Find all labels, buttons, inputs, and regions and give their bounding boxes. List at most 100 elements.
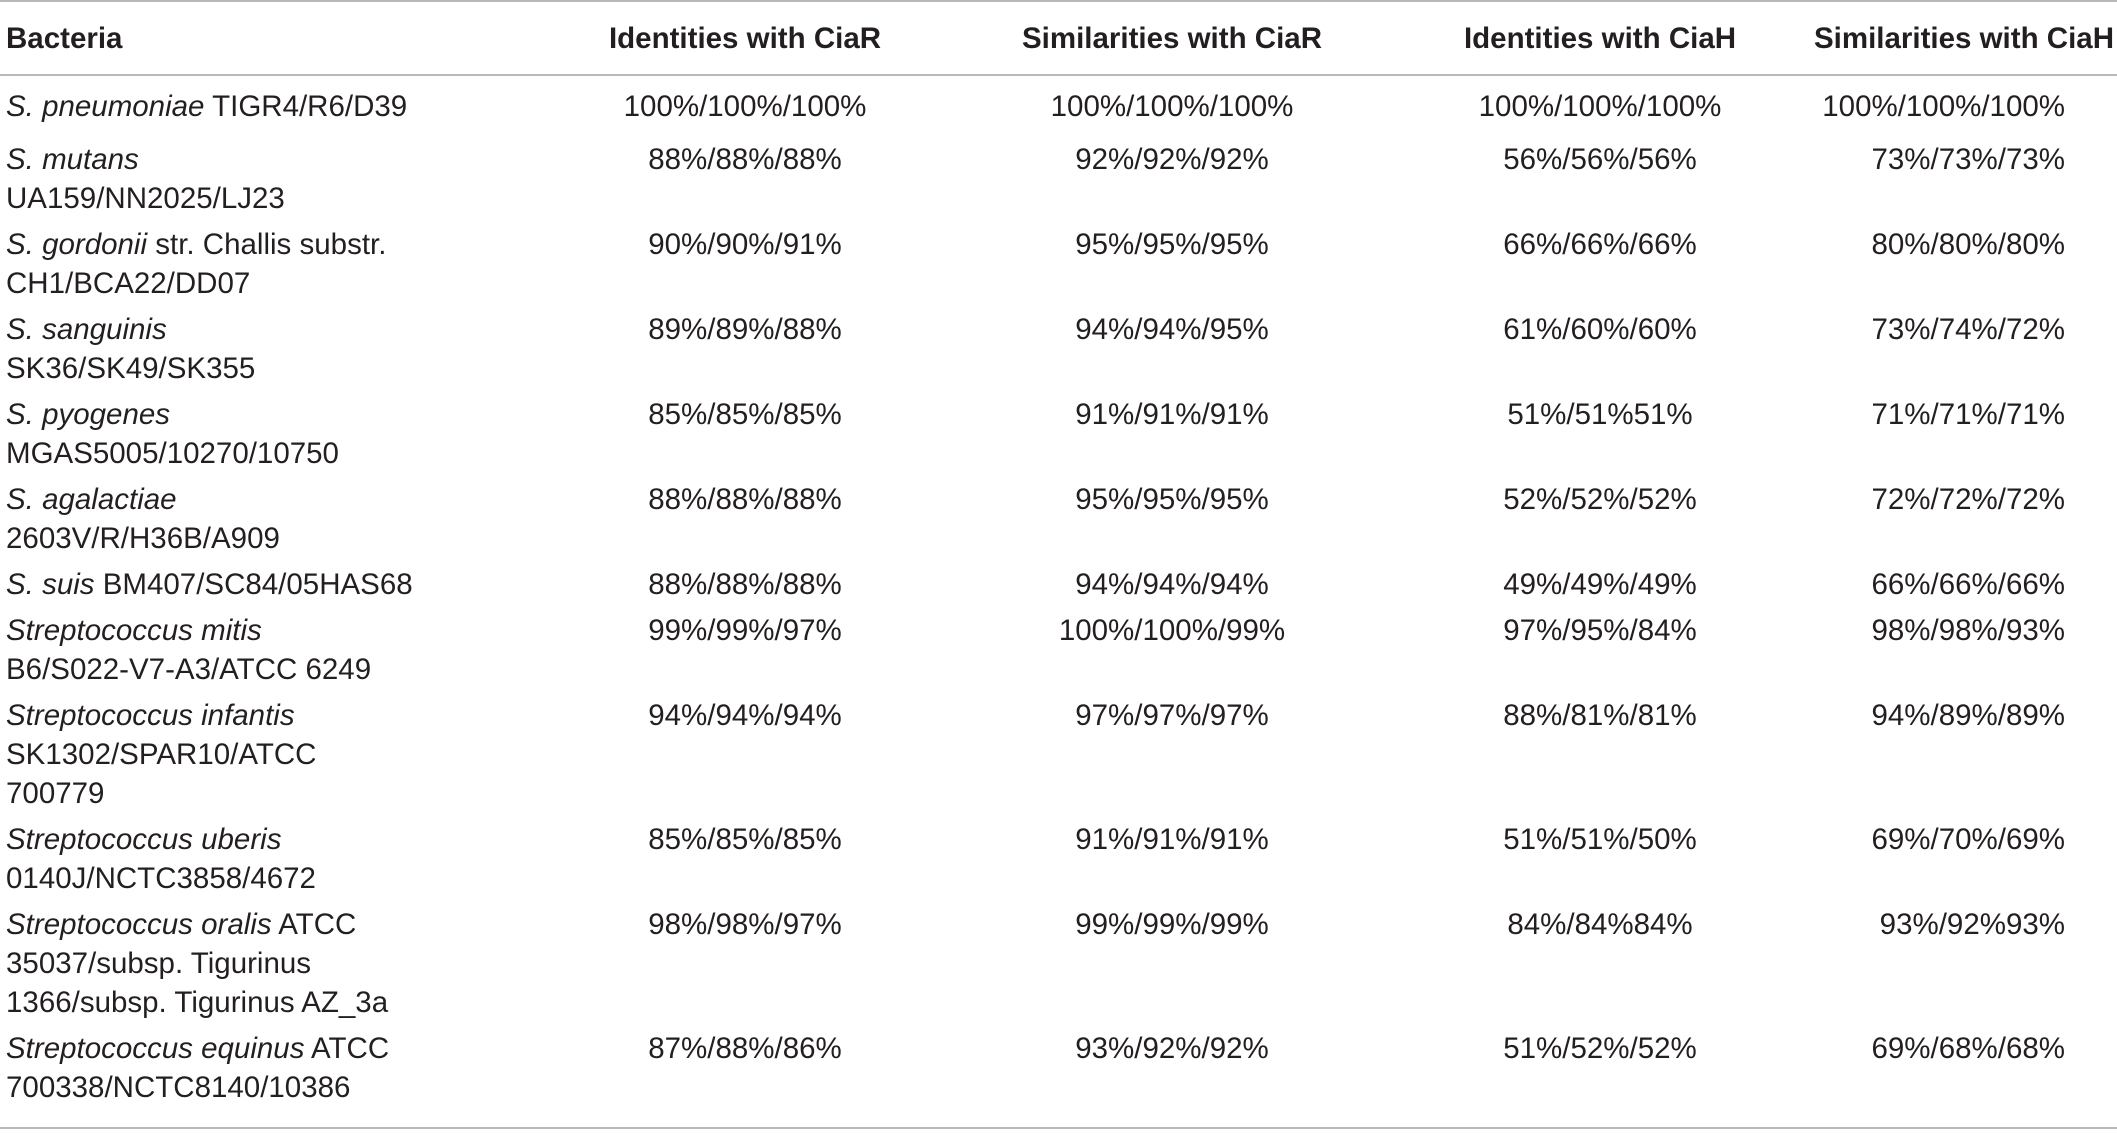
header-similarities-ciar: Similarities with CiaR xyxy=(1022,21,1322,55)
table-row: Streptococcus uberis 0140J/NCTC3858/4672 8… xyxy=(0,816,2117,901)
species-name: S. pneumoniae xyxy=(6,90,205,123)
identities-ciah-cell: 84%/84%84% xyxy=(1507,908,1693,941)
similarities-ciar-cell: 99%/99%/99% xyxy=(1075,908,1269,941)
identities-ciar-cell: 90%/90%/91% xyxy=(648,228,842,261)
bacteria-cell: S. gordonii str. Challis substr. CH1/BCA2… xyxy=(0,221,532,306)
strain-text: 1366/subsp. Tigurinus AZ_3a xyxy=(6,986,389,1019)
strain-text: UA159/NN2025/LJ23 xyxy=(6,182,285,215)
bacteria-cell: S. sanguinis SK36/SK49/SK355 xyxy=(0,306,532,391)
bacteria-cell: Streptococcus equinus ATCC 700338/NCTC814… xyxy=(0,1025,532,1128)
similarities-ciah-cell: 94%/89%/89% xyxy=(1871,699,2065,732)
strain-text: 700779 xyxy=(6,777,105,810)
species-name: Streptococcus equinus xyxy=(6,1032,305,1065)
similarities-ciah-cell: 66%/66%/66% xyxy=(1871,568,2065,601)
similarities-ciar-cell: 94%/94%/94% xyxy=(1075,568,1269,601)
identities-ciar-cell: 98%/98%/97% xyxy=(648,908,842,941)
identities-ciah-cell: 100%/100%/100% xyxy=(1478,90,1722,123)
table-body: S. pneumoniae TIGR4/R6/D39 100%/100%/100%… xyxy=(0,75,2117,1128)
identities-ciar-cell: 99%/99%/97% xyxy=(648,614,842,647)
strain-text: SK1302/SPAR10/ATCC xyxy=(6,738,317,771)
bacteria-cell: S. mutans UA159/NN2025/LJ23 xyxy=(0,136,532,221)
bacteria-cell: S. agalactiae 2603V/R/H36B/A909 xyxy=(0,476,532,561)
identities-ciah-cell: 66%/66%/66% xyxy=(1503,228,1697,261)
similarities-ciah-cell: 98%/98%/93% xyxy=(1871,614,2065,647)
similarities-ciar-cell: 97%/97%/97% xyxy=(1075,699,1269,732)
similarities-ciah-cell: 73%/74%/72% xyxy=(1871,313,2065,346)
identities-ciar-cell: 85%/85%/85% xyxy=(648,398,842,431)
strain-text: ATCC xyxy=(304,1032,390,1065)
table-row: S. gordonii str. Challis substr. CH1/BCA2… xyxy=(0,221,2117,306)
similarities-ciar-cell: 95%/95%/95% xyxy=(1075,483,1269,516)
strain-text: 2603V/R/H36B/A909 xyxy=(6,522,280,555)
strain-text: str. Challis substr. xyxy=(147,228,387,261)
identities-ciah-cell: 51%/51%/50% xyxy=(1503,823,1697,856)
table-row: Streptococcus equinus ATCC 700338/NCTC814… xyxy=(0,1025,2117,1128)
identities-ciar-cell: 85%/85%/85% xyxy=(648,823,842,856)
similarities-ciah-cell: 69%/70%/69% xyxy=(1871,823,2065,856)
strain-text: BM407/SC84/05HAS68 xyxy=(94,568,413,601)
strain-text: 700338/NCTC8140/10386 xyxy=(6,1071,351,1104)
table-row: S. mutans UA159/NN2025/LJ23 88%/88%/88% 92%… xyxy=(0,136,2117,221)
header-bacteria: Bacteria xyxy=(6,21,123,55)
species-name: S. agalactiae xyxy=(6,483,177,516)
bacteria-cell: S. suis BM407/SC84/05HAS68 xyxy=(0,561,532,607)
identities-ciar-cell: 89%/89%/88% xyxy=(648,313,842,346)
header-similarities-ciah: Similarities with CiaH xyxy=(1814,21,2114,55)
similarities-ciah-cell: 71%/71%/71% xyxy=(1871,398,2065,431)
strain-text: 0140J/NCTC3858/4672 xyxy=(6,862,316,895)
similarities-ciar-cell: 95%/95%/95% xyxy=(1075,228,1269,261)
similarities-ciar-cell: 92%/92%/92% xyxy=(1075,143,1269,176)
table-row: S. pneumoniae TIGR4/R6/D39 100%/100%/100%… xyxy=(0,75,2117,136)
identities-ciar-cell: 88%/88%/88% xyxy=(648,143,842,176)
table-row: S. suis BM407/SC84/05HAS68 88%/88%/88% 94%… xyxy=(0,561,2117,607)
header-identities-ciar: Identities with CiaR xyxy=(608,21,882,55)
identities-ciah-cell: 97%/95%/84% xyxy=(1503,614,1697,647)
strain-text: ATCC xyxy=(271,908,357,941)
table-row: S. sanguinis SK36/SK49/SK355 89%/89%/88% 94… xyxy=(0,306,2117,391)
header-row: Bacteria Identities with CiaR Similariti… xyxy=(0,1,2117,75)
strain-text: TIGR4/R6/D39 xyxy=(204,90,408,123)
identities-ciah-cell: 51%/52%/52% xyxy=(1503,1032,1697,1065)
similarities-ciah-cell: 93%/92%93% xyxy=(1879,908,2065,941)
bacteria-cell: Streptococcus infantis SK1302/SPAR10/ATCC… xyxy=(0,692,532,816)
species-name: Streptococcus infantis xyxy=(6,699,295,732)
bacteria-cell: Streptococcus uberis 0140J/NCTC3858/4672 xyxy=(0,816,532,901)
identities-ciah-cell: 88%/81%/81% xyxy=(1503,699,1697,732)
table-row: S. agalactiae 2603V/R/H36B/A909 88%/88%/88… xyxy=(0,476,2117,561)
identities-ciah-cell: 61%/60%/60% xyxy=(1503,313,1697,346)
identities-ciah-cell: 52%/52%/52% xyxy=(1503,483,1697,516)
similarities-ciah-cell: 73%/73%/73% xyxy=(1871,143,2065,176)
similarities-ciah-cell: 100%/100%/100% xyxy=(1822,90,2065,123)
strain-text: 35037/subsp. Tigurinus xyxy=(6,947,312,980)
similarities-ciar-cell: 100%/100%/99% xyxy=(1058,614,1286,647)
identities-ciar-cell: 94%/94%/94% xyxy=(648,699,842,732)
identities-ciah-cell: 51%/51%51% xyxy=(1507,398,1693,431)
identities-ciar-cell: 88%/88%/88% xyxy=(648,568,842,601)
identities-ciah-cell: 49%/49%/49% xyxy=(1503,568,1697,601)
strain-text: MGAS5005/10270/10750 xyxy=(6,437,339,470)
strain-text: SK36/SK49/SK355 xyxy=(6,352,256,385)
similarities-ciah-cell: 72%/72%/72% xyxy=(1871,483,2065,516)
species-name: Streptococcus mitis xyxy=(6,614,262,647)
similarities-ciar-cell: 94%/94%/95% xyxy=(1075,313,1269,346)
species-name: Streptococcus uberis xyxy=(6,823,282,856)
strain-text: CH1/BCA22/DD07 xyxy=(6,267,251,300)
similarities-ciar-cell: 91%/91%/91% xyxy=(1075,398,1269,431)
species-name: S. suis xyxy=(6,568,95,601)
similarities-ciar-cell: 91%/91%/91% xyxy=(1075,823,1269,856)
table-row: Streptococcus mitis B6/S022-V7-A3/ATCC 62… xyxy=(0,607,2117,692)
identities-ciar-cell: 87%/88%/86% xyxy=(648,1032,842,1065)
bacteria-cell: S. pneumoniae TIGR4/R6/D39 xyxy=(0,75,532,136)
bacteria-cell: S. pyogenes MGAS5005/10270/10750 xyxy=(0,391,532,476)
similarities-ciah-cell: 69%/68%/68% xyxy=(1871,1032,2065,1065)
similarities-ciar-cell: 100%/100%/100% xyxy=(1050,90,1294,123)
strain-text: B6/S022-V7-A3/ATCC 6249 xyxy=(6,653,372,686)
table-row: S. pyogenes MGAS5005/10270/10750 85%/85%/8… xyxy=(0,391,2117,476)
table-header: Bacteria Identities with CiaR Similariti… xyxy=(0,1,2117,75)
identities-ciar-cell: 100%/100%/100% xyxy=(623,90,867,123)
bacteria-cell: Streptococcus oralis ATCC 35037/subsp. Ti… xyxy=(0,901,532,1025)
table-row: Streptococcus infantis SK1302/SPAR10/ATCC… xyxy=(0,692,2117,816)
similarities-ciah-cell: 80%/80%/80% xyxy=(1871,228,2065,261)
